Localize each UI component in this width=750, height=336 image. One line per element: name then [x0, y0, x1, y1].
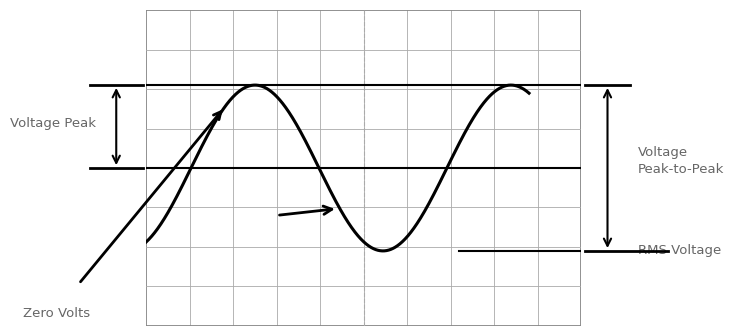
- Text: Voltage
Peak-to-Peak: Voltage Peak-to-Peak: [638, 146, 724, 176]
- Text: Voltage Peak: Voltage Peak: [10, 117, 95, 130]
- Text: RMS Voltage: RMS Voltage: [638, 244, 721, 257]
- Text: Zero Volts: Zero Volts: [22, 307, 90, 321]
